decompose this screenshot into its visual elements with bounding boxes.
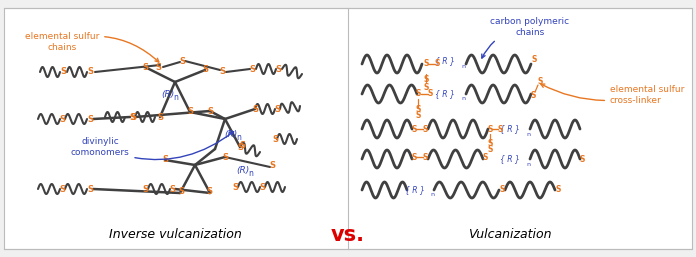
Text: S: S <box>411 124 417 133</box>
Text: S: S <box>482 152 488 161</box>
Text: S: S <box>59 115 65 124</box>
Text: S: S <box>207 106 213 115</box>
Text: S: S <box>411 152 417 161</box>
Text: (R): (R) <box>161 89 175 98</box>
Text: S: S <box>499 186 505 195</box>
Text: S: S <box>155 62 161 71</box>
Text: { R }: { R } <box>500 124 520 133</box>
Text: n: n <box>461 63 465 69</box>
Text: S: S <box>416 105 420 114</box>
Text: S: S <box>531 56 537 65</box>
Text: S: S <box>237 142 243 151</box>
Text: divinylic
comonomers: divinylic comonomers <box>70 132 234 160</box>
Text: S: S <box>487 124 493 133</box>
Text: S: S <box>427 89 433 98</box>
Text: S: S <box>487 140 493 149</box>
Text: S: S <box>59 185 65 194</box>
Text: S: S <box>434 60 440 69</box>
Text: S: S <box>142 62 148 71</box>
Text: elemental sulfur
chains: elemental sulfur chains <box>25 32 159 62</box>
Text: S: S <box>487 144 493 153</box>
Text: S: S <box>162 155 168 164</box>
Text: S: S <box>202 66 208 75</box>
Text: elemental sulfur
cross-linker: elemental sulfur cross-linker <box>541 84 684 105</box>
Text: n: n <box>430 192 434 197</box>
Text: S: S <box>498 124 503 133</box>
Text: S: S <box>187 107 193 116</box>
Text: (R): (R) <box>224 130 237 139</box>
Text: S: S <box>157 113 163 122</box>
Text: S: S <box>269 161 275 170</box>
Text: S: S <box>537 78 543 87</box>
Text: S: S <box>423 82 429 91</box>
Text: { R }: { R } <box>435 89 455 98</box>
Text: S: S <box>130 113 136 122</box>
Text: { R }: { R } <box>500 154 520 163</box>
Text: n: n <box>526 161 530 167</box>
Text: S: S <box>129 113 135 122</box>
Text: S: S <box>87 115 93 124</box>
Text: n: n <box>173 94 178 103</box>
Text: S: S <box>530 90 536 99</box>
Text: Inverse vulcanization: Inverse vulcanization <box>109 228 242 242</box>
Text: S: S <box>239 141 245 150</box>
Text: S: S <box>579 154 585 163</box>
Text: carbon polymeric
chains: carbon polymeric chains <box>482 17 569 58</box>
Text: S: S <box>222 152 228 161</box>
Text: S: S <box>219 67 225 76</box>
Text: n: n <box>237 133 242 142</box>
Text: S: S <box>169 185 175 194</box>
Text: S: S <box>87 185 93 194</box>
Text: S: S <box>87 68 93 77</box>
Text: S: S <box>423 60 429 69</box>
Text: S: S <box>179 57 185 66</box>
Text: S: S <box>423 75 429 84</box>
Text: S: S <box>249 65 255 74</box>
Text: S: S <box>60 68 66 77</box>
Text: n: n <box>248 170 253 179</box>
Text: vs.: vs. <box>331 225 365 245</box>
Text: S: S <box>259 182 265 191</box>
Text: S: S <box>274 105 280 114</box>
Text: S: S <box>252 105 258 114</box>
Text: S: S <box>416 111 420 120</box>
Text: n: n <box>461 96 465 102</box>
Text: (R): (R) <box>237 166 250 175</box>
Text: S: S <box>416 89 420 98</box>
Text: S: S <box>142 185 148 194</box>
Text: S: S <box>178 187 184 196</box>
Text: S: S <box>206 187 212 196</box>
Text: Vulcanization: Vulcanization <box>468 228 552 242</box>
Text: n: n <box>526 132 530 136</box>
Text: S: S <box>422 124 427 133</box>
Text: S: S <box>422 152 427 161</box>
Text: S: S <box>232 182 238 191</box>
Text: { R }: { R } <box>405 186 425 195</box>
Text: S: S <box>272 134 278 143</box>
Text: { R }: { R } <box>435 57 455 66</box>
Text: S: S <box>275 65 281 74</box>
Text: S: S <box>555 185 561 194</box>
